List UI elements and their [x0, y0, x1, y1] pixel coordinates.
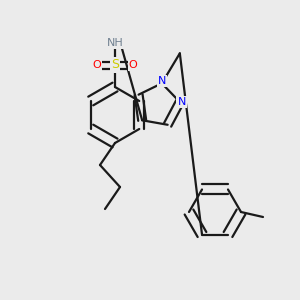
Text: N: N	[158, 76, 166, 86]
Text: O: O	[129, 60, 137, 70]
Text: O: O	[93, 60, 101, 70]
Text: N: N	[178, 97, 186, 107]
Text: NH: NH	[106, 38, 123, 48]
Text: S: S	[111, 58, 119, 71]
